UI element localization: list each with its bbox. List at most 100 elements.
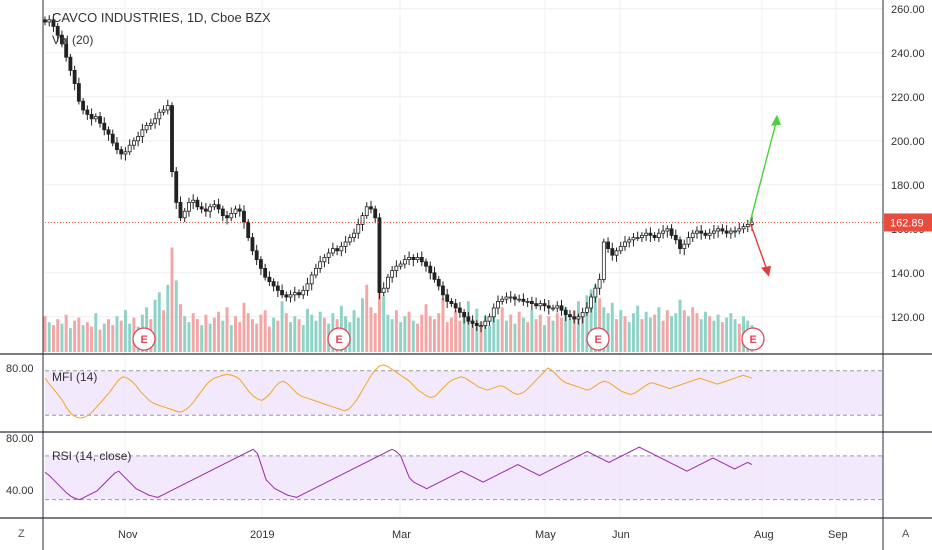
candle: [352, 232, 356, 238]
volume-bar: [729, 313, 733, 352]
volume-bar: [466, 301, 470, 352]
candle: [576, 316, 581, 320]
volume-bar: [153, 299, 157, 352]
candle: [453, 303, 458, 309]
candle: [584, 307, 589, 313]
volume-bar: [644, 311, 648, 352]
time-tick-label: Jun: [612, 529, 630, 541]
volume-bar: [322, 317, 326, 352]
volume-bar: [623, 316, 627, 352]
candle: [55, 25, 60, 36]
price-pane[interactable]: E E E E CAVCO INDUSTRIES, 1D, Cboe BZX Vol …: [43, 0, 883, 518]
candle: [462, 311, 467, 318]
earnings-marker[interactable]: [741, 327, 765, 351]
auto-scale-a[interactable]: A: [902, 528, 910, 540]
candle: [521, 298, 526, 302]
candle: [386, 276, 390, 289]
candle: [644, 232, 649, 236]
volume-bar: [170, 247, 174, 352]
volume-bar: [51, 325, 55, 352]
candle: [314, 267, 318, 276]
volume-bar: [576, 301, 580, 352]
candle: [72, 70, 77, 85]
earnings-marker[interactable]: [586, 327, 610, 351]
time-tick-label: May: [535, 529, 556, 541]
candle: [707, 232, 712, 236]
volume-bar: [416, 323, 420, 352]
candle: [115, 142, 119, 150]
candle: [470, 320, 475, 324]
candle: [441, 285, 445, 296]
candle: [318, 261, 323, 269]
candle: [157, 111, 162, 120]
time-axis[interactable]: Nov 2019 Mar May Jun Aug Sep: [118, 529, 848, 541]
volume-bar: [306, 308, 309, 352]
price-tick-label: 140.00: [891, 268, 925, 280]
rsi-label: RSI (14, close): [52, 449, 131, 463]
volume-bar: [73, 320, 77, 352]
volume-bar: [297, 319, 301, 352]
volume-bar: [708, 316, 712, 352]
volume-bar: [85, 322, 89, 352]
volume-bar: [356, 317, 360, 352]
volume-bar: [200, 325, 204, 352]
candle: [474, 322, 479, 326]
volume-bar: [263, 310, 267, 352]
rsi-line: [44, 446, 753, 501]
volume-bar: [225, 307, 229, 352]
candle: [292, 292, 297, 296]
candle: [271, 281, 276, 287]
price-tick-label: 240.00: [891, 48, 925, 60]
volume-bar: [572, 310, 576, 352]
mfi-pane[interactable]: MFI (14) 80.00: [6, 363, 883, 419]
volume-bar: [373, 313, 377, 352]
volume-bar: [648, 317, 652, 352]
candle: [661, 230, 666, 234]
volume-bar: [631, 313, 635, 352]
candle: [254, 250, 259, 261]
rsi-pane[interactable]: RSI (14, close) 80.00 40.00: [6, 433, 883, 501]
volume-bar: [589, 289, 593, 352]
volume-bar: [318, 311, 322, 352]
candle: [699, 230, 704, 234]
time-tick-label: Mar: [392, 529, 411, 541]
volume-bar: [81, 325, 85, 352]
volume-bar: [111, 325, 115, 352]
candle: [716, 228, 721, 232]
candle: [711, 230, 716, 234]
earnings-marker[interactable]: [327, 327, 351, 351]
time-tick-label: Aug: [754, 529, 774, 541]
zoom-toggle-z[interactable]: Z: [18, 528, 25, 540]
volume-bar: [246, 313, 250, 352]
volume-bar: [187, 322, 191, 352]
candle: [394, 265, 399, 272]
candle: [301, 289, 306, 296]
price-scale[interactable]: 260.00 240.00 220.00 200.00 180.00 140.00 120.…: [882, 0, 932, 518]
candle: [51, 19, 56, 27]
candle: [347, 237, 352, 243]
candle: [606, 241, 610, 249]
candle: [187, 201, 191, 212]
mfi-label: MFI (14): [52, 370, 97, 384]
volume-bar: [310, 314, 314, 352]
candle: [369, 206, 373, 210]
candle: [131, 140, 136, 146]
earnings-marker[interactable]: [132, 327, 156, 351]
candle: [178, 201, 183, 219]
candle: [568, 314, 572, 318]
volume-bar: [212, 317, 216, 352]
candle: [199, 206, 204, 210]
volume-bar: [725, 317, 729, 352]
volume-bar: [458, 320, 462, 352]
candle: [165, 105, 170, 111]
candle: [220, 208, 225, 216]
candle: [601, 241, 606, 280]
candle: [339, 245, 344, 252]
candle: [330, 248, 335, 254]
candle: [237, 208, 242, 212]
candle: [373, 208, 378, 219]
volume-bar: [314, 320, 318, 352]
candle: [703, 232, 708, 236]
candle: [745, 223, 750, 227]
